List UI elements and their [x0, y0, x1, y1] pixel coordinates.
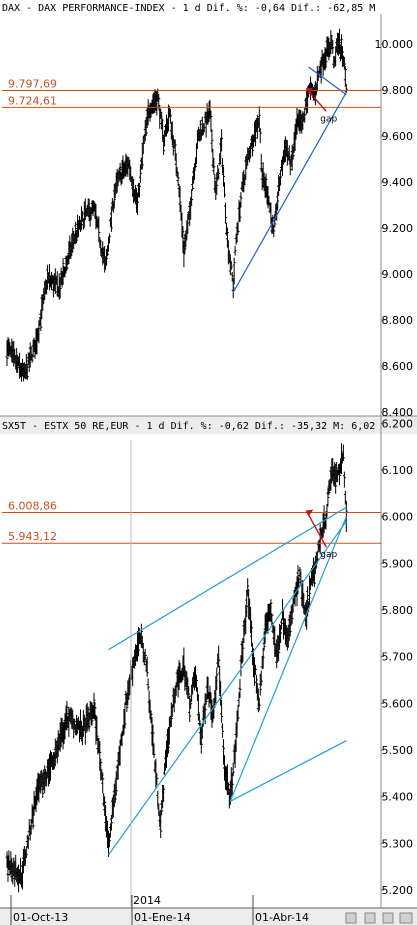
- y-tick-label: 8.800: [382, 314, 414, 327]
- year-label: 2014: [133, 894, 161, 907]
- y-tick-label: 6.000: [382, 511, 414, 524]
- y-tick-label: 5.400: [382, 791, 414, 804]
- gap-arrow-head: [306, 509, 314, 516]
- y-tick-label: 5.900: [382, 557, 414, 570]
- sx5t-panel: 6.200 6.100 6.000 5.900 5.800 5.700 5.600 5.500…: [2, 417, 413, 925]
- x-tick-label: 01-Ene-14: [134, 911, 191, 924]
- y-tick-label: 8.600: [382, 360, 414, 373]
- trendline: [232, 92, 347, 293]
- sx5t-header: SX5T - ESTX 50 RE,EUR - 1 d Dif. %: -0,6…: [2, 421, 375, 432]
- y-tick-label: 5.600: [382, 697, 414, 710]
- trendline: [308, 66, 347, 96]
- y-tick-label: 6.100: [382, 464, 414, 477]
- level-label: 6.008,86: [8, 500, 57, 513]
- dax-panel: 10.000 9.800 9.600 9.400 9.200 9.000 8.800 8.60…: [2, 28, 414, 419]
- y-tick-label: 9.600: [382, 130, 414, 143]
- y-tick-label: 8.400: [382, 406, 414, 419]
- y-tick-label: 9.000: [382, 268, 414, 281]
- y-tick-label: 10.000: [375, 38, 414, 51]
- level-label: 9.724,61: [8, 94, 57, 107]
- gap-arrow: [305, 510, 327, 548]
- y-tick-label: 9.400: [382, 176, 414, 189]
- level-label: 9.797,69: [8, 78, 57, 91]
- y-tick-label: 5.700: [382, 651, 414, 664]
- trendline: [230, 740, 347, 802]
- y-tick-label: 5.500: [382, 744, 414, 757]
- price-bars: [5, 28, 348, 382]
- trendline: [108, 506, 347, 651]
- scrollbar-controls[interactable]: [345, 912, 413, 924]
- y-tick-label: 5.800: [382, 604, 414, 617]
- trendline: [229, 516, 347, 802]
- y-tick-label: 5.300: [382, 837, 414, 850]
- y-tick-label: 6.200: [382, 417, 414, 430]
- x-tick-label: 01-Oct-13: [13, 911, 68, 924]
- trendline: [108, 520, 347, 856]
- y-tick-label: 9.800: [382, 84, 414, 97]
- y-tick-label: 5.200: [382, 884, 414, 897]
- gap-label: gap: [320, 550, 337, 560]
- gap-label: gap: [320, 114, 337, 124]
- dax-header: DAX - DAX PERFORMANCE-INDEX - 1 d Dif. %…: [2, 3, 375, 14]
- x-tick-label: 01-Abr-14: [255, 911, 309, 924]
- gap-arrow-head: [306, 87, 314, 94]
- y-tick-label: 9.200: [382, 222, 414, 235]
- level-label: 5.943,12: [8, 530, 57, 543]
